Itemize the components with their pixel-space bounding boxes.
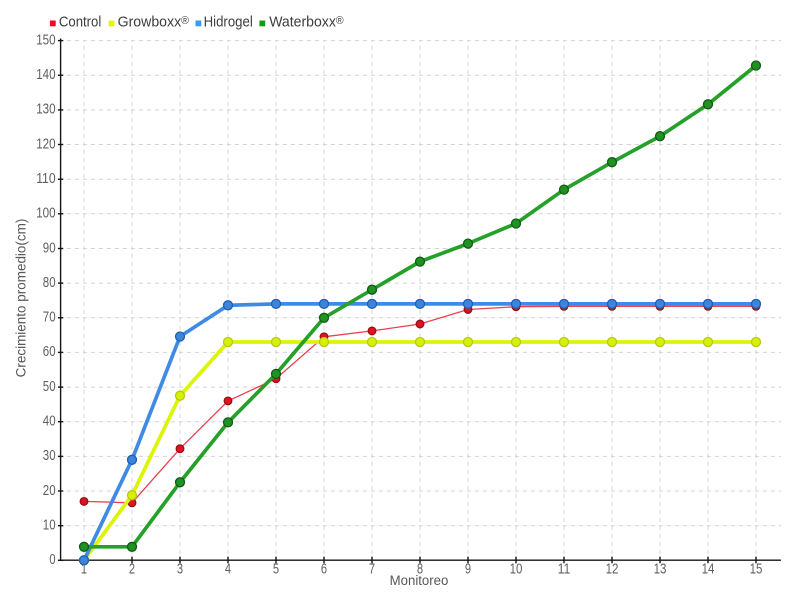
svg-text:9: 9 [465,562,471,578]
svg-text:40: 40 [43,414,56,430]
svg-text:110: 110 [36,171,55,187]
svg-text:0: 0 [49,552,55,568]
svg-text:Waterboxx®: Waterboxx® [269,14,343,30]
svg-text:80: 80 [43,275,56,291]
svg-text:12: 12 [606,562,619,578]
svg-text:4: 4 [225,562,231,578]
svg-text:70: 70 [43,310,56,326]
svg-text:Monitoreo: Monitoreo [390,573,449,588]
svg-text:8: 8 [417,562,423,578]
svg-text:14: 14 [702,562,715,578]
svg-text:2: 2 [129,562,135,578]
svg-text:120: 120 [36,136,55,152]
svg-text:7: 7 [369,562,375,578]
svg-text:Growboxx®: Growboxx® [118,14,189,30]
svg-text:6: 6 [321,562,327,578]
svg-text:11: 11 [558,562,571,578]
svg-text:Control: Control [59,14,101,30]
svg-text:140: 140 [36,67,55,83]
svg-text:1: 1 [81,562,87,578]
svg-text:5: 5 [273,562,279,578]
svg-text:10: 10 [510,562,523,578]
svg-text:60: 60 [43,344,56,360]
svg-text:20: 20 [43,483,56,499]
svg-text:90: 90 [43,240,56,256]
svg-text:10: 10 [43,518,56,534]
svg-text:150: 150 [36,32,55,48]
svg-text:15: 15 [750,562,763,578]
svg-text:50: 50 [43,379,56,395]
svg-text:Crecimiento promedio(cm): Crecimiento promedio(cm) [14,219,29,378]
svg-text:Hidrogel: Hidrogel [204,14,253,30]
svg-text:13: 13 [654,562,667,578]
svg-text:100: 100 [36,206,55,222]
svg-text:3: 3 [177,562,183,578]
svg-text:130: 130 [36,102,55,118]
svg-text:30: 30 [43,448,56,464]
